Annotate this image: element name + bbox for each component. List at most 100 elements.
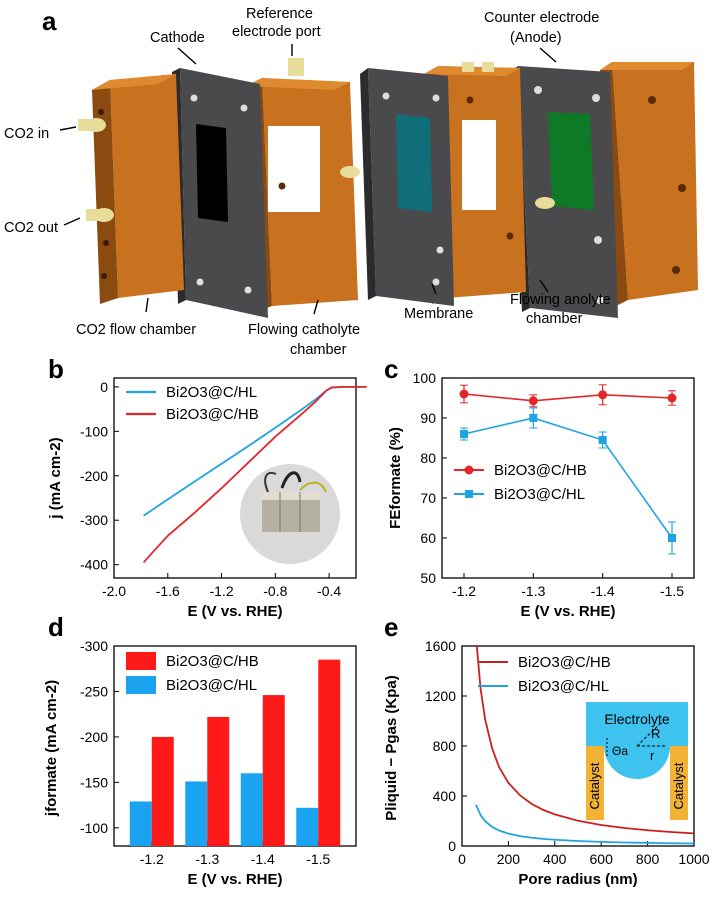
- x-tick-label: -1.2: [140, 851, 164, 867]
- label-flowing-anolyte-line2: chamber: [526, 311, 583, 327]
- membrane-window: [396, 114, 432, 212]
- y-tick-label: -300: [80, 638, 108, 654]
- bar-hl: [240, 773, 263, 846]
- label-co2-out: CO2 out: [4, 220, 58, 236]
- panel-a: a: [4, 6, 698, 358]
- panel-b-label: b: [48, 354, 64, 384]
- y-tick-label: -300: [80, 512, 108, 528]
- legend-d-hb: Bi2O3@C/HB: [166, 653, 259, 670]
- y-tick-label: 0: [448, 838, 456, 854]
- x-tick-label: -1.2: [209, 583, 233, 599]
- panel-d-bars: [129, 659, 341, 846]
- x-tick-label: -1.5: [306, 851, 330, 867]
- data-point: [528, 396, 538, 406]
- x-tick-label: 400: [543, 851, 567, 867]
- panel-d-label: d: [48, 612, 64, 642]
- label-flowing-catholyte-line1: Flowing catholyte: [248, 322, 360, 338]
- label-flowing-anolyte-line1: Flowing anolyte: [510, 292, 611, 308]
- series-line-0: [475, 646, 694, 835]
- panel-c-lines: [459, 384, 677, 555]
- x-tick-label: -1.6: [156, 583, 180, 599]
- x-tick-label: 800: [636, 851, 660, 867]
- bar-hb: [207, 716, 230, 846]
- panel-e-lines: [475, 646, 694, 845]
- inset-electrolyte: Electrolyte: [604, 711, 670, 727]
- y-tick-label: -200: [80, 468, 108, 484]
- inset-catalyst-left: Catalyst: [587, 762, 602, 809]
- panel-d-ylabel: jformate (mA cm-2): [43, 680, 60, 817]
- legend-c-hb-marker: [464, 465, 474, 475]
- bar-hl: [129, 801, 152, 846]
- inset-R: R: [651, 726, 660, 741]
- y-tick-label: 1200: [425, 688, 456, 704]
- data-point: [529, 414, 538, 422]
- panel-b: b -2.0 -1.6 -1.2 -0.8 -0.40-100-200-300-400 …: [47, 354, 367, 620]
- y-tick-label: 800: [433, 738, 457, 754]
- y-tick-label: -250: [80, 683, 108, 699]
- y-tick-label: 80: [420, 450, 436, 466]
- legend-d-hl-swatch: [126, 676, 156, 694]
- panel-b-xlabel: E (V vs. RHE): [187, 603, 282, 620]
- legend-c-hb: Bi2O3@C/HB: [494, 462, 587, 479]
- x-tick-label: -1.2: [452, 583, 476, 599]
- inset-r: r: [650, 748, 655, 763]
- x-tick-label: 0: [458, 851, 466, 867]
- data-point: [459, 389, 469, 399]
- label-co2-in: CO2 in: [4, 126, 49, 142]
- series-line-1: [463, 417, 673, 539]
- legend-c-hl-marker: [465, 490, 473, 498]
- membrane-plate: [360, 68, 454, 306]
- y-tick-label: 400: [433, 788, 457, 804]
- label-reference-line2: electrode port: [232, 24, 321, 40]
- panel-c-ticks: -1.2 -1.3 -1.4 -1.5 50 60 70 80 90 100: [413, 370, 685, 599]
- x-tick-label: -0.4: [317, 583, 341, 599]
- label-reference-line1: Reference: [246, 6, 313, 22]
- panel-b-ylabel: j (mA cm-2): [47, 437, 64, 519]
- panel-e-ylabel: Pliquid − Pgas (Kpa): [383, 675, 400, 820]
- label-membrane: Membrane: [404, 306, 473, 322]
- bar-hb: [151, 736, 174, 846]
- bar-hl: [296, 807, 319, 846]
- panel-d-axes-frame: [113, 645, 357, 847]
- x-tick-label: -1.5: [660, 583, 684, 599]
- y-tick-label: 100: [413, 370, 437, 386]
- cell-photo-inset: [240, 464, 340, 564]
- y-tick-label: -100: [80, 423, 108, 439]
- panel-c-xlabel: E (V vs. RHE): [520, 603, 615, 620]
- bar-hb: [262, 695, 285, 846]
- x-tick-label: -1.4: [251, 851, 275, 867]
- y-tick-label: 60: [420, 530, 436, 546]
- panel-e: e 0 200 400 600 800 1000 0 400 800 1200 1600 Bi2O3…: [383, 612, 710, 888]
- x-tick-label: -1.3: [195, 851, 219, 867]
- y-tick-label: 90: [420, 410, 436, 426]
- label-cathode: Cathode: [150, 30, 205, 46]
- cathode-plate: [172, 68, 268, 318]
- y-tick-label: -100: [80, 820, 108, 836]
- panel-c-ylabel: FEformate (%): [387, 427, 404, 529]
- x-tick-label: 1000: [678, 851, 709, 867]
- legend-e-hb: Bi2O3@C/HB: [518, 654, 611, 671]
- panel-e-label: e: [384, 612, 398, 642]
- panel-b-lines: [142, 385, 367, 564]
- panel-d-xlabel: E (V vs. RHE): [187, 871, 282, 888]
- pore-inset: Electrolyte Θa R r Catalyst Catalyst: [586, 702, 688, 820]
- anode-plate: [510, 66, 618, 318]
- x-tick-label: -0.8: [263, 583, 287, 599]
- data-point: [598, 390, 608, 400]
- y-tick-label: 0: [100, 379, 108, 395]
- x-tick-label: 200: [497, 851, 521, 867]
- legend-c-hl: Bi2O3@C/HL: [494, 486, 585, 503]
- panel-e-ticks: 0 200 400 600 800 1000 0 400 800 1200 1600: [425, 638, 710, 867]
- legend-b-hl: Bi2O3@C/HL: [166, 384, 257, 401]
- data-point: [668, 534, 676, 542]
- label-flowing-catholyte-line2: chamber: [290, 342, 347, 358]
- x-tick-label: -1.4: [591, 583, 615, 599]
- panel-a-arrows: [59, 44, 557, 315]
- panel-c-axes-frame: [441, 377, 695, 579]
- co2-flow-chamber: [78, 74, 184, 304]
- x-tick-label: 600: [590, 851, 614, 867]
- label-counter-line1: Counter electrode: [484, 10, 599, 26]
- panel-e-xlabel: Pore radius (nm): [518, 871, 637, 888]
- legend-b-hb: Bi2O3@C/HB: [166, 406, 259, 423]
